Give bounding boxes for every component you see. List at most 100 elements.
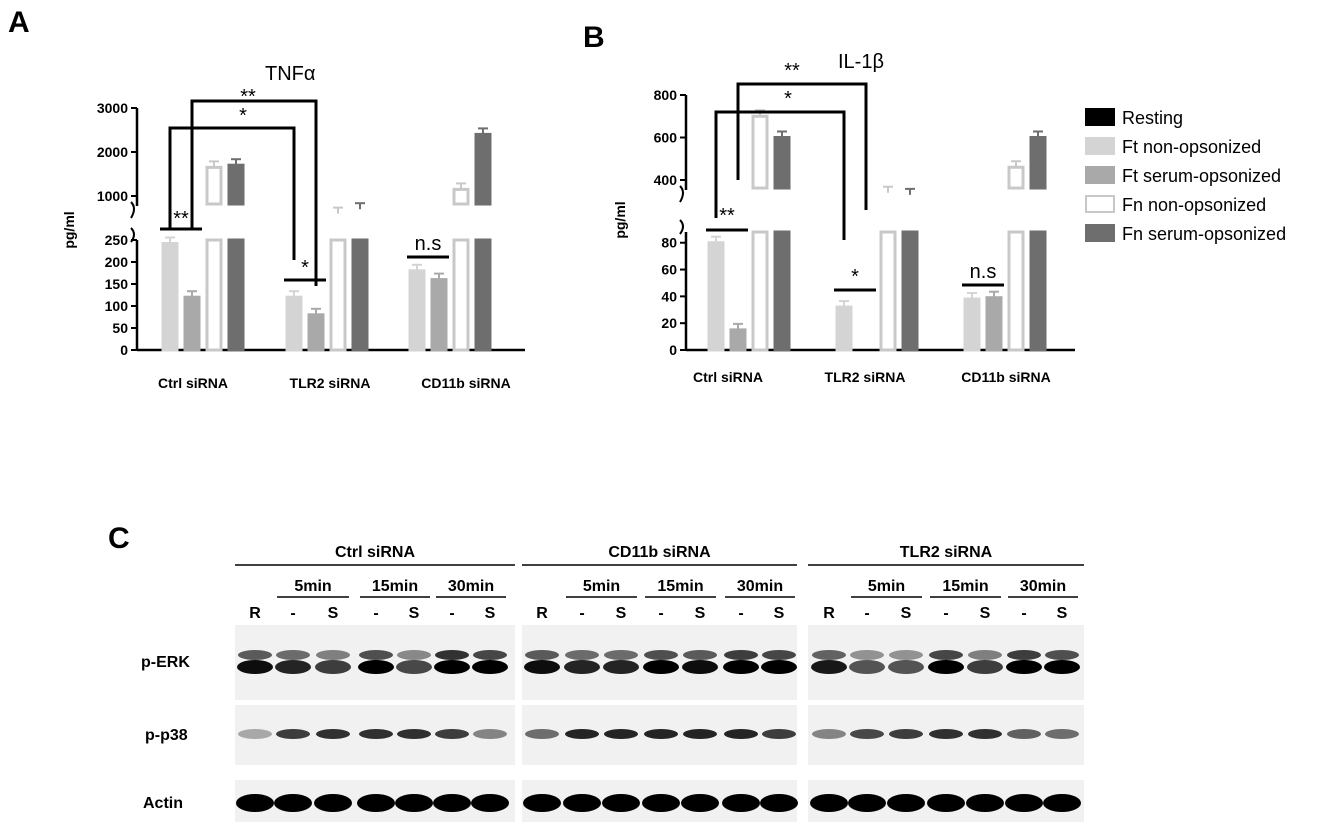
band-p-p38 — [683, 729, 717, 739]
bar — [985, 296, 1003, 352]
band-p-erk-lower — [967, 660, 1003, 674]
lane-label: S — [409, 605, 420, 622]
bar — [963, 297, 981, 352]
band-actin — [1043, 794, 1081, 812]
legend-label: Ft non-opsonized — [1122, 137, 1261, 157]
band-actin — [722, 794, 760, 812]
band-p-erk-lower — [888, 660, 924, 674]
band-actin — [563, 794, 601, 812]
band-p-p38 — [604, 729, 638, 739]
category-label: CD11b siRNA — [961, 369, 1050, 385]
bar — [729, 328, 747, 352]
band-p-erk-lower — [928, 660, 964, 674]
bar — [835, 305, 853, 352]
category-label: TLR2 siRNA — [290, 375, 371, 391]
time-label: 30min — [448, 578, 494, 595]
blot-group-label: CD11b siRNA — [608, 544, 711, 561]
significance-label: n.s — [970, 261, 997, 283]
bar — [408, 269, 426, 352]
band-actin — [236, 794, 274, 812]
time-label: 15min — [942, 578, 988, 595]
lane-label: - — [449, 605, 454, 622]
legend: Resting Ft non-opsonized Ft serum-opsonize… — [1085, 108, 1286, 244]
bar — [1007, 230, 1025, 352]
category-label: Ctrl siRNA — [693, 369, 763, 385]
lane-label: S — [616, 605, 627, 622]
band-p-erk-lower — [682, 660, 718, 674]
bar — [430, 278, 448, 352]
band-actin — [887, 794, 925, 812]
band-actin — [314, 794, 352, 812]
significance-label: * — [301, 257, 309, 279]
legend-label: Fn serum-opsonized — [1122, 224, 1286, 244]
y-tick-label: 150 — [105, 276, 129, 292]
bar — [901, 230, 919, 352]
panel-letter-c: C — [108, 522, 130, 555]
y-tick-label: 0 — [120, 342, 128, 358]
bar — [474, 132, 492, 206]
significance-bracket — [168, 126, 296, 260]
y-tick-label: 3000 — [97, 100, 128, 116]
bar — [1029, 230, 1047, 352]
band-p-p38 — [316, 729, 350, 739]
y-tick-label: 2000 — [97, 144, 128, 160]
bar — [329, 238, 347, 352]
band-p-erk-lower — [849, 660, 885, 674]
bar — [773, 136, 791, 190]
time-label: 30min — [1020, 578, 1066, 595]
il1b-chart: IL-1β pg/ml 0 20 40 60 80 400 600 800 Ctrl siRNA TL… — [612, 51, 1075, 385]
band-actin — [471, 794, 509, 812]
band-actin — [433, 794, 471, 812]
band-p-erk-upper — [850, 650, 884, 660]
band-p-erk-upper — [644, 650, 678, 660]
band-p-erk-lower — [603, 660, 639, 674]
y-tick-label: 50 — [112, 320, 128, 336]
time-label: 30min — [737, 578, 783, 595]
band-p-p38 — [724, 729, 758, 739]
band-p-erk-lower — [1044, 660, 1080, 674]
lane-label: S — [901, 605, 912, 622]
band-p-erk-upper — [435, 650, 469, 660]
band-p-erk-lower — [396, 660, 432, 674]
time-label: 15min — [657, 578, 703, 595]
bar — [1007, 165, 1025, 190]
time-label: 5min — [583, 578, 620, 595]
band-p-erk-upper — [276, 650, 310, 660]
lane-label: R — [823, 605, 835, 622]
y-tick-label: 1000 — [97, 188, 128, 204]
y-tick-label: 250 — [105, 232, 129, 248]
band-actin — [681, 794, 719, 812]
bar — [227, 238, 245, 352]
band-p-erk-lower — [643, 660, 679, 674]
y-tick-label: 80 — [661, 235, 677, 251]
bar — [227, 163, 245, 206]
significance-label: * — [239, 105, 247, 127]
bar — [183, 295, 201, 352]
y-tick-label: 600 — [654, 130, 678, 146]
lane-label: - — [864, 605, 869, 622]
band-p-erk-upper — [359, 650, 393, 660]
band-p-erk-upper — [1007, 650, 1041, 660]
band-p-erk-upper — [812, 650, 846, 660]
bar — [879, 230, 897, 352]
row-label-actin: Actin — [143, 795, 183, 812]
bar — [351, 238, 369, 352]
band-p-p38 — [525, 729, 559, 739]
significance-label: n.s — [415, 233, 442, 255]
bar — [161, 242, 179, 352]
band-p-p38 — [397, 729, 431, 739]
band-p-erk-upper — [889, 650, 923, 660]
panel-letter-a: A — [8, 6, 30, 39]
band-actin — [1005, 794, 1043, 812]
band-actin — [357, 794, 395, 812]
lane-label: - — [1021, 605, 1026, 622]
band-p-p38 — [1007, 729, 1041, 739]
significance-bracket — [190, 99, 318, 286]
band-p-erk-upper — [473, 650, 507, 660]
time-label: 5min — [294, 578, 331, 595]
significance-label: ** — [784, 60, 800, 82]
band-p-p38 — [644, 729, 678, 739]
significance-label: ** — [240, 86, 256, 108]
